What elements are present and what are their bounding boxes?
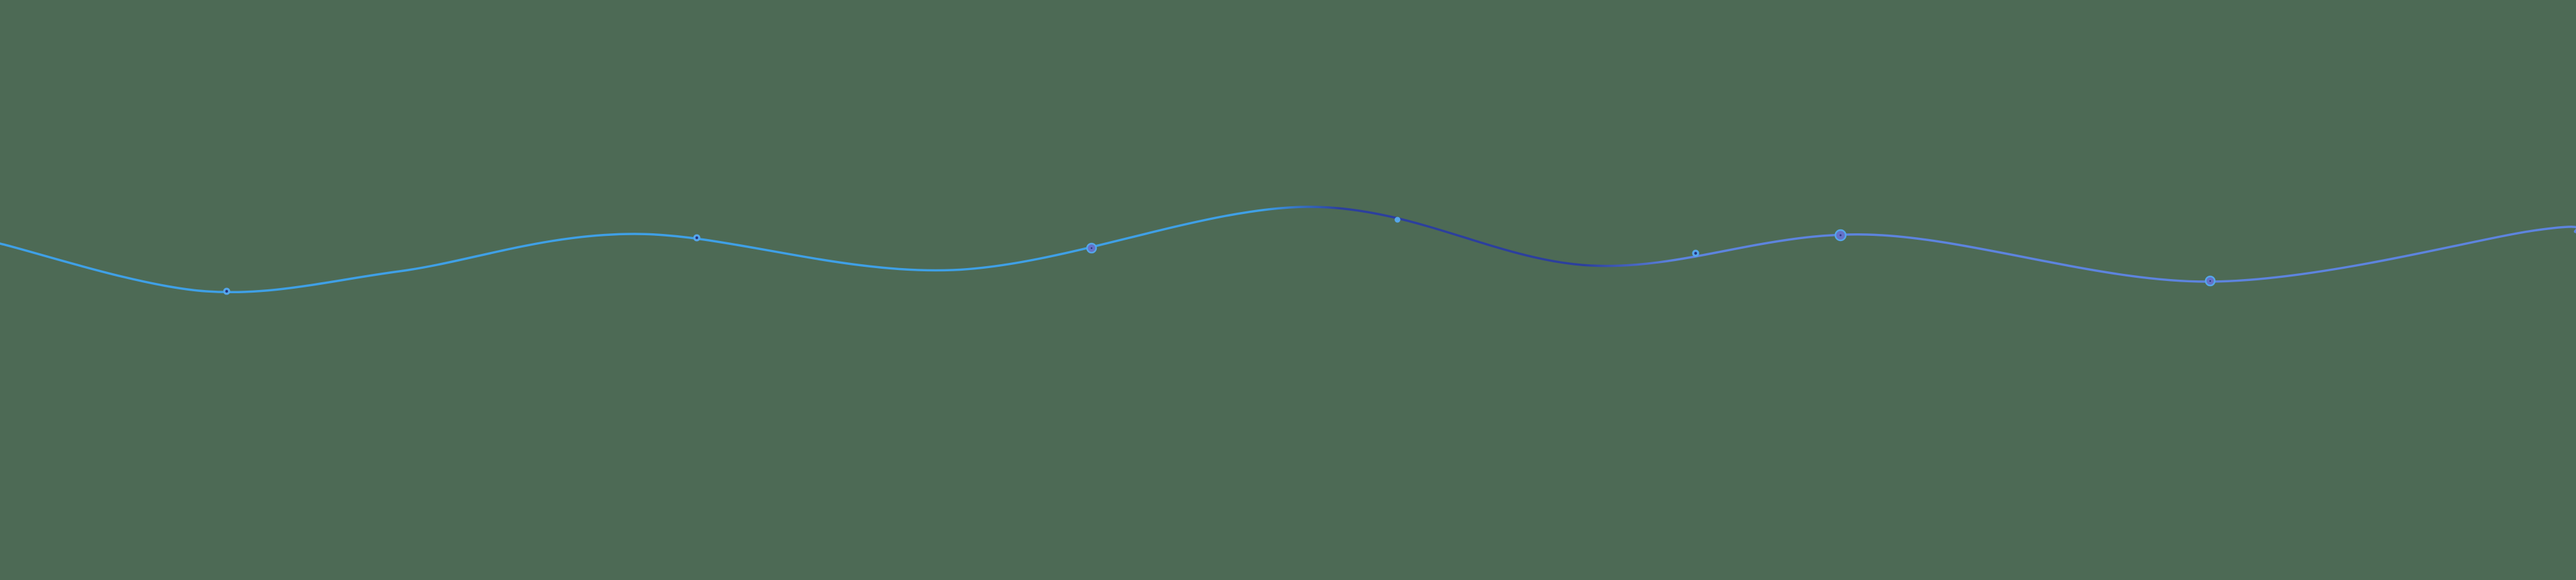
- data-point-marker: [1834, 229, 1847, 242]
- data-point-marker: [1692, 249, 1700, 257]
- wave-line-path: [0, 206, 2576, 294]
- data-point-marker: [1086, 242, 1097, 254]
- data-point-marker: [223, 287, 231, 295]
- data-point-marker: [1394, 217, 1401, 223]
- data-point-marker: [693, 234, 701, 242]
- data-point-marker: [2204, 275, 2216, 287]
